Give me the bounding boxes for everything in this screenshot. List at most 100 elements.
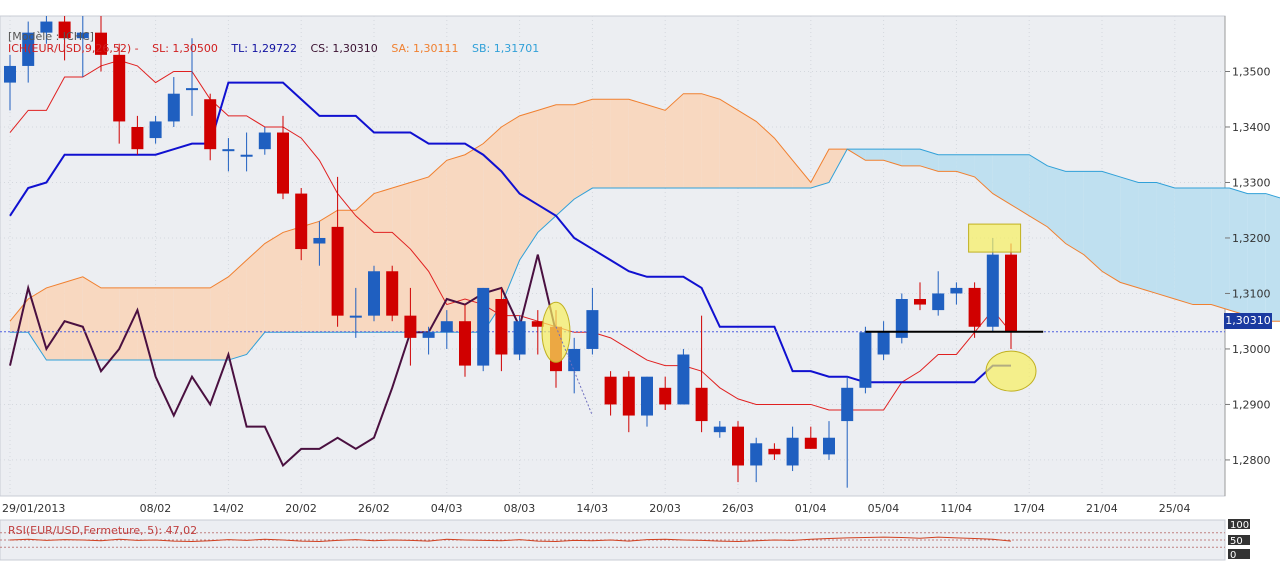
highlight-box-top [968,223,1022,253]
kumo-segment [137,287,156,361]
kumo-segment [701,93,720,189]
y-tick-label: 1,3200 [1232,232,1271,245]
rsi-tick-label: 50 [1230,536,1243,547]
y-tick-label: 1,3100 [1232,287,1271,300]
kumo-segment [1174,188,1193,305]
highlight-ellipse-march [541,301,571,363]
kumo-segment [1138,182,1157,294]
candle-body [495,299,508,355]
candle-body [95,32,107,55]
cs-value: CS: 1,30310 [310,42,378,55]
x-tick-label: 25/04 [1159,502,1191,515]
kumo-segment [956,154,975,177]
kumo-segment [1156,182,1175,300]
candle-body [440,321,453,333]
kumo-segment [574,99,593,200]
kumo-segment [1193,188,1212,305]
kumo-segment [683,93,702,189]
kumo-segment [64,276,83,361]
candle-body [1005,254,1017,333]
kumo-segment [1265,193,1280,322]
x-tick-label: 17/04 [1013,502,1045,515]
kumo-segment [210,276,229,361]
candle-body [877,332,890,355]
candle-body [768,448,781,455]
kumo-segment [792,160,811,189]
candle-body [914,299,926,305]
rsi-tick-bg [1228,519,1250,529]
x-tick-label: 14/03 [576,502,608,515]
x-tick-label: 01/04 [795,502,827,515]
kumo-segment [283,226,302,333]
candle-body [131,126,144,150]
kumo-segment [428,160,447,333]
candle-body [368,271,380,316]
indicator-legend: ICH(EUR/USD,9,26,52) - SL: 1,30500 TL: 1… [8,42,549,55]
kumo-segment [647,104,666,189]
kumo-segment [556,104,575,216]
kumo-segment [665,93,684,189]
kumo-segment [446,154,465,333]
kumo-segment [1029,154,1048,227]
candle-body [167,93,180,122]
kumo-segment [1102,171,1121,283]
kumo-segment [974,154,993,194]
x-tick-label: 04/03 [431,502,463,515]
candle-body [149,121,162,139]
candle-body [240,154,253,157]
candle-body [204,99,217,150]
y-tick-label: 1,2800 [1232,454,1271,467]
kumo-segment [119,287,138,361]
candle-body [895,299,908,338]
candle-body [313,237,326,244]
candle-body [641,376,653,416]
senkou-span-b-line [10,148,1280,361]
candle-body [695,387,708,422]
candle-body [258,132,271,150]
x-tick-label: 21/04 [1086,502,1118,515]
kumo-segment [1047,165,1066,244]
candle-body [604,376,617,405]
x-tick-label: 08/02 [140,502,172,515]
kumo-segment [628,99,647,189]
candle-body [422,332,435,338]
senkou-span-a-line [9,93,1280,322]
rsi-tick-bg [1228,549,1250,559]
kumo-segment [173,287,192,361]
kumo-segment [738,110,757,189]
kumo-segment [774,138,793,189]
kumo-segment [192,287,211,361]
candle-body [4,65,16,83]
kumo-segment [1065,171,1084,255]
candle-body [113,54,126,122]
candle-body [859,332,872,388]
kumo-segment [865,149,884,161]
candle-body [295,193,308,250]
kumo-segment [883,149,902,166]
candle-body [804,437,817,449]
candle-body [586,310,599,349]
candle-body [659,387,672,405]
kumo-segment [610,99,629,189]
candle-body [932,293,945,311]
kumo-segment [246,243,265,355]
x-tick-label: 20/02 [285,502,317,515]
highlight-ellipse-april [985,350,1037,392]
candle-body [331,226,344,316]
candle-body [76,32,89,39]
model-label: [Modèle : ICHC] [8,30,94,43]
candle-body [841,387,854,422]
sa-value: SA: 1,30111 [391,42,459,55]
candle-body [386,271,399,316]
candle-body [349,315,362,318]
kumo-segment [992,154,1011,205]
kumo-segment [810,149,829,189]
kumo-segment [228,260,247,361]
kumo-segment [465,143,484,333]
x-tick-label: 29/01/2013 [2,502,65,515]
kumo-segment [1083,171,1102,272]
kumo-segment [483,126,502,333]
kumo-segment [1011,154,1030,216]
